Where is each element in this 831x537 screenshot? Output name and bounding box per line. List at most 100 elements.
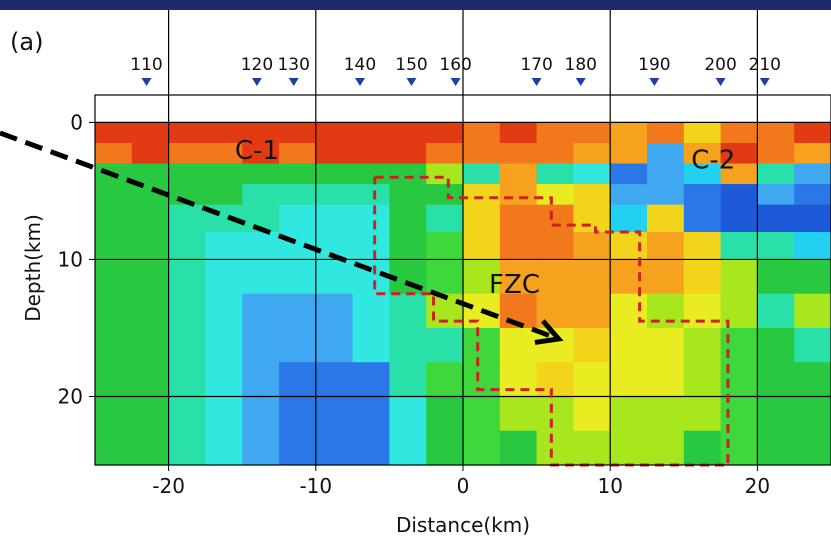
heatmap-cell [573,259,611,295]
heatmap-cell [720,122,758,144]
heatmap-cell [205,122,243,144]
heatmap-cell [168,232,206,260]
heatmap-cell [794,184,831,206]
heatmap-cell [131,327,170,363]
velocity-heatmap [95,95,831,466]
x-tick-label: -10 [299,474,332,498]
heatmap-cell [426,184,464,206]
x-tick-label: 20 [745,474,770,498]
heatmap-cell [536,259,574,295]
heatmap-cell [536,362,574,397]
heatmap-cell [573,122,611,144]
heatmap-cell [499,327,538,363]
heatmap-cell [757,396,795,432]
heatmap-cell [242,142,280,165]
heatmap-cell [683,259,722,295]
heatmap-cell [463,142,501,165]
heatmap-cell [610,232,648,260]
heatmap-cell [463,430,501,466]
heatmap-cell [95,430,133,466]
heatmap-cell [426,122,464,144]
annotation-label: FZC [489,270,540,300]
heatmap-cell [315,259,354,295]
heatmap-cell [352,327,390,363]
heatmap-cell [794,327,831,363]
heatmap-cell [279,293,317,329]
heatmap-cell [168,327,206,363]
heatmap-cell [463,163,501,185]
heatmap-cell [131,362,170,397]
x-axis-label: Distance(km) [396,513,530,537]
heatmap-cell [610,430,648,466]
heatmap-cell [205,430,243,466]
heatmap-cell [168,163,206,185]
heatmap-cell [499,122,538,144]
heatmap-cell [315,142,354,165]
heatmap-cell [610,396,648,432]
heatmap-cell [242,362,280,397]
heatmap-cell [794,362,831,397]
heatmap-cell [683,327,722,363]
heatmap-cell [610,327,648,363]
heatmap-cell [536,184,574,206]
heatmap-cell [352,293,390,329]
axes: -20 -10 0 10 20 0 10 20 [58,94,831,498]
heatmap-cell [426,396,464,432]
heatmap-cell [757,293,795,329]
heatmap-cell [720,232,758,260]
heatmap-cell [573,204,611,233]
heatmap-cell [168,430,206,466]
heatmap-cell [647,362,685,397]
heatmap-cell [315,184,354,206]
heatmap-cell [794,430,831,466]
heatmap-cell [647,430,685,466]
arrow-line [0,130,560,342]
heatmap-cell [499,232,538,260]
heatmap-cell [426,142,464,165]
heatmap-cell [757,204,795,233]
heatmap-cell [205,293,243,329]
station-label: 160 [439,55,471,75]
heatmap-cell [242,396,280,432]
heatmap-cell [499,184,538,206]
heatmap-cell [463,184,501,206]
heatmap-cell [757,430,795,466]
heatmap-cell [389,327,427,363]
heatmap-cell [610,293,648,329]
heatmap-cell [426,430,464,466]
heatmap-cell [315,430,354,466]
heatmap-cell [757,259,795,295]
heatmap-cell [205,327,243,363]
heatmap-cell [315,396,354,432]
heatmap-cell [95,232,133,260]
heatmap-cell [610,259,648,295]
heatmap-cell [426,232,464,260]
heatmap-cell [205,163,243,185]
heatmap-cell [499,259,538,295]
heatmap-cell [279,362,317,397]
heatmap-cell [647,293,685,329]
heatmap-cell [720,259,758,295]
heatmap-cell [131,396,170,432]
heatmap-cell [720,204,758,233]
heatmap-cell [757,362,795,397]
heatmap-cell [573,396,611,432]
heatmap-cell [279,430,317,466]
heatmap-cell [463,232,501,260]
station-marker [354,78,365,86]
station-marker [406,78,417,86]
heatmap-cell [131,232,170,260]
heatmap-cell [683,430,722,466]
annotations: C-1 C-2 FZC [235,136,735,300]
top-border-bar [0,0,831,10]
heatmap-cell [794,142,831,165]
heatmap-cell [683,204,722,233]
heatmap-cell [757,232,795,260]
station-marker [531,78,542,86]
heatmap-cell [499,362,538,397]
station-label: 180 [565,55,597,75]
heatmap-cell [95,362,133,397]
station-label: 130 [277,55,309,75]
heatmap-cell [647,232,685,260]
